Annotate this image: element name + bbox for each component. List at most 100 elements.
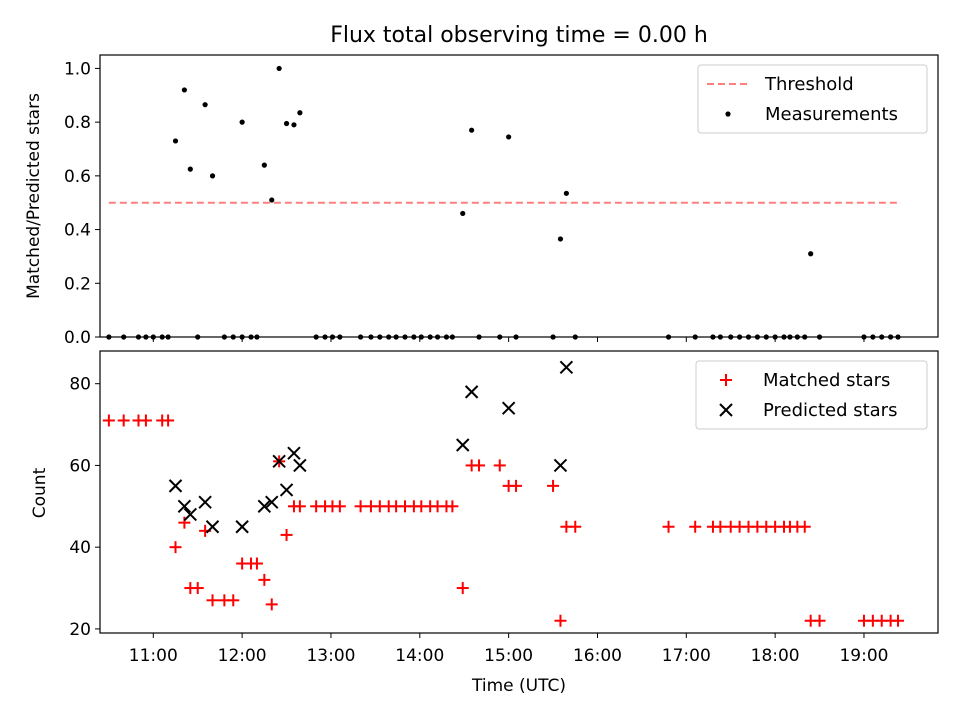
measurement-point	[550, 334, 556, 340]
measurement-point	[692, 334, 698, 340]
predicted-star-marker	[272, 454, 286, 469]
predicted-star-marker	[279, 483, 294, 497]
predicted-star-marker	[287, 446, 301, 460]
y-tick-label: 0.2	[64, 274, 91, 294]
x-tick-label: 12:00	[218, 646, 267, 666]
measurement-point	[261, 162, 267, 168]
bottom-legend: Matched stars Predicted stars	[695, 360, 928, 430]
top-plot-marks	[106, 65, 901, 340]
matched-star-marker	[178, 516, 191, 529]
measurement-point	[106, 334, 112, 340]
legend-threshold-label: Threshold	[764, 74, 854, 95]
predicted-star-marker	[183, 507, 198, 522]
matched-star-marker	[569, 520, 582, 533]
x-tick-label: 14:00	[395, 646, 444, 666]
matched-star-marker	[169, 541, 182, 554]
y-tick-label: 80	[69, 375, 91, 395]
x-tick-label: 18:00	[751, 646, 800, 666]
x-tick-label: 17:00	[662, 646, 711, 666]
measurement-point	[476, 334, 482, 340]
measurement-point	[143, 334, 149, 340]
measurement-point	[870, 334, 876, 340]
top-y-axis-label: Matched/Predicted stars	[24, 93, 44, 299]
measurement-point	[121, 334, 127, 340]
measurement-point	[728, 334, 734, 340]
measurement-point	[469, 127, 475, 133]
top-x-ticks	[152, 337, 865, 342]
matched-star-marker	[191, 582, 204, 595]
y-tick-label: 60	[69, 456, 91, 476]
measurement-point	[745, 334, 752, 340]
measurement-point	[209, 173, 216, 179]
predicted-star-marker	[257, 499, 272, 514]
matched-star-marker	[714, 520, 727, 533]
matched-star-marker	[265, 598, 278, 611]
measurement-point	[172, 138, 179, 144]
y-tick-label: 0.6	[64, 167, 91, 187]
y-tick-label: 0.8	[64, 113, 91, 133]
measurement-point	[427, 334, 433, 340]
legend-measurements-label: Measurements	[765, 104, 898, 125]
x-tick-label: 13:00	[306, 646, 355, 666]
chart-title: Flux total observing time = 0.00 h	[330, 23, 708, 48]
bottom-plot-frame	[99, 350, 939, 634]
measurement-point	[411, 334, 417, 340]
predicted-star-marker	[265, 495, 279, 509]
measurement-point	[563, 190, 569, 196]
matched-star-marker	[662, 520, 675, 533]
y-tick-label: 1.0	[64, 59, 91, 79]
matched-star-marker	[456, 582, 469, 595]
matched-star-marker	[354, 500, 367, 513]
legend-predicted-swatch	[719, 403, 733, 417]
top-legend: Threshold Measurements	[697, 64, 928, 134]
top-plot-frame	[99, 54, 939, 338]
matched-star-marker	[798, 520, 811, 533]
measurement-point	[239, 119, 245, 125]
measurement-point	[377, 334, 383, 340]
measurement-point	[895, 334, 901, 340]
x-tick-label: 11:00	[129, 646, 178, 666]
measurement-point	[393, 334, 399, 340]
matched-star-marker	[333, 500, 346, 513]
matched-star-marker	[547, 479, 560, 492]
measurement-point	[297, 110, 303, 116]
x-tick-label: 16:00	[573, 646, 622, 666]
matched-star-marker	[206, 594, 219, 607]
measurement-point	[368, 334, 374, 340]
predicted-star-marker	[501, 401, 516, 415]
legend-measurements-swatch	[725, 111, 731, 117]
predicted-star-marker	[168, 479, 183, 493]
matched-star-marker	[689, 520, 702, 533]
bottom-legend-box	[695, 360, 928, 430]
measurement-point	[230, 334, 236, 340]
measurement-point	[763, 334, 769, 340]
matched-star-marker	[258, 573, 271, 586]
matched-star-marker	[117, 414, 130, 427]
matched-star-marker	[473, 459, 486, 472]
x-axis-label: Time (UTC)	[471, 676, 566, 696]
predicted-star-marker	[456, 438, 470, 452]
predicted-star-marker	[235, 520, 249, 534]
measurement-point	[202, 102, 208, 108]
matched-star-marker	[293, 500, 306, 513]
measurement-point	[291, 122, 297, 128]
y-tick-label: 0.4	[64, 221, 91, 241]
measurement-point	[187, 166, 193, 172]
measurement-point	[443, 334, 450, 340]
measurement-point	[386, 334, 392, 340]
measurement-point	[808, 251, 814, 257]
measurement-point	[879, 334, 885, 340]
measurement-point	[248, 334, 254, 340]
measurement-point	[402, 334, 408, 340]
y-tick-label: 40	[69, 538, 91, 558]
matched-star-marker	[227, 594, 240, 607]
measurement-point	[283, 120, 290, 127]
x-tick-label: 19:00	[839, 646, 888, 666]
legend-predicted-label: Predicted stars	[763, 400, 897, 421]
measurement-point	[322, 334, 328, 340]
measurement-point	[754, 334, 760, 340]
measurement-point	[888, 334, 894, 340]
matched-star-marker	[162, 414, 175, 427]
